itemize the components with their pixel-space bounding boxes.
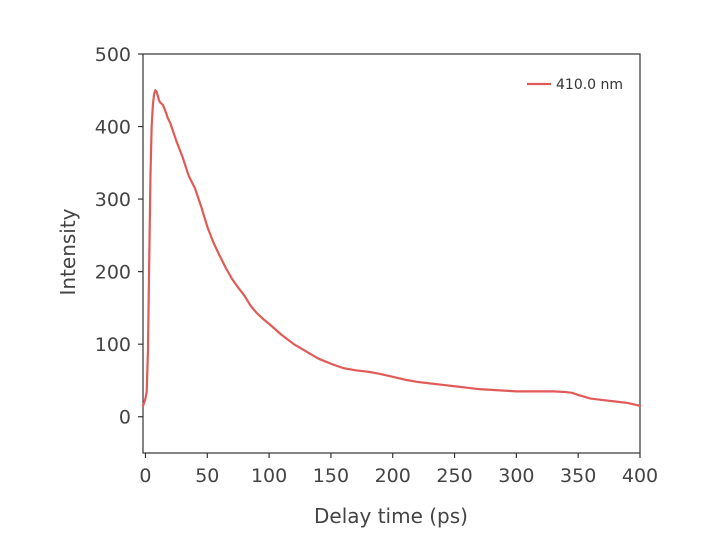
x-axis-label: Delay time (ps) [314, 504, 468, 528]
legend-label: 410.0 nm [556, 77, 623, 93]
y-tick-label: 200 [95, 262, 131, 284]
x-tick-label: 0 [139, 465, 151, 487]
series-line [141, 89, 642, 407]
x-tick-label: 200 [375, 465, 411, 487]
x-tick-label: 100 [251, 465, 287, 487]
x-tick-label: 250 [436, 465, 472, 487]
y-tick-label: 400 [95, 117, 131, 139]
y-tick-label: 100 [95, 334, 131, 356]
x-tick-label: 400 [622, 465, 658, 487]
plot-frame [142, 53, 641, 454]
y-tick-label: 500 [95, 44, 131, 66]
y-tick-label: 300 [95, 189, 131, 211]
legend: 410.0 nm [527, 77, 623, 93]
y-axis-label: Intensity [56, 208, 80, 295]
x-axis-ticks: 0 50 100 150 200 250 300 350 400 [139, 453, 658, 487]
x-tick-label: 350 [560, 465, 596, 487]
y-axis-ticks: 0 100 200 300 400 500 [95, 44, 143, 429]
x-tick-label: 150 [313, 465, 349, 487]
y-tick-label: 0 [119, 407, 131, 429]
x-tick-label: 50 [195, 465, 219, 487]
x-tick-label: 300 [498, 465, 534, 487]
